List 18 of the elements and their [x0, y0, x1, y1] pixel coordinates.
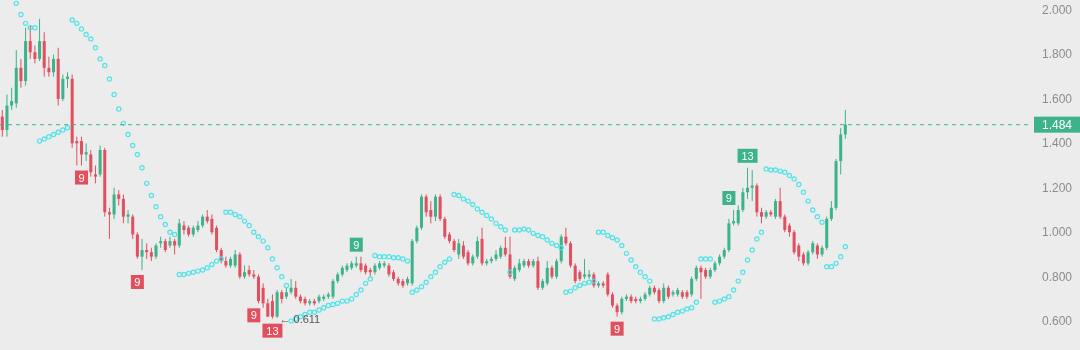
text: 9 [250, 309, 257, 322]
y-tick-label: 1.800 [1042, 47, 1073, 62]
text: 13 [266, 324, 279, 337]
y-tick-label: 1.000 [1042, 225, 1073, 240]
text: 9 [134, 276, 141, 288]
y-tick-label: 0.800 [1042, 269, 1073, 284]
annotation: ← 0.611 [279, 312, 321, 325]
y-tick-label: 1.400 [1042, 136, 1073, 151]
text: 9 [614, 322, 621, 335]
text: 9 [78, 171, 85, 184]
y-tick-label: 2.000 [1042, 3, 1073, 17]
text: 9 [725, 192, 732, 204]
y-tick-label: 1.200 [1042, 180, 1073, 195]
text: 9 [353, 238, 360, 251]
text: 13 [741, 149, 754, 162]
ref-line-label: 1.484 [1042, 117, 1073, 132]
y-tick-label: 0.600 [1042, 314, 1073, 329]
y-tick-label: 1.600 [1042, 91, 1073, 106]
